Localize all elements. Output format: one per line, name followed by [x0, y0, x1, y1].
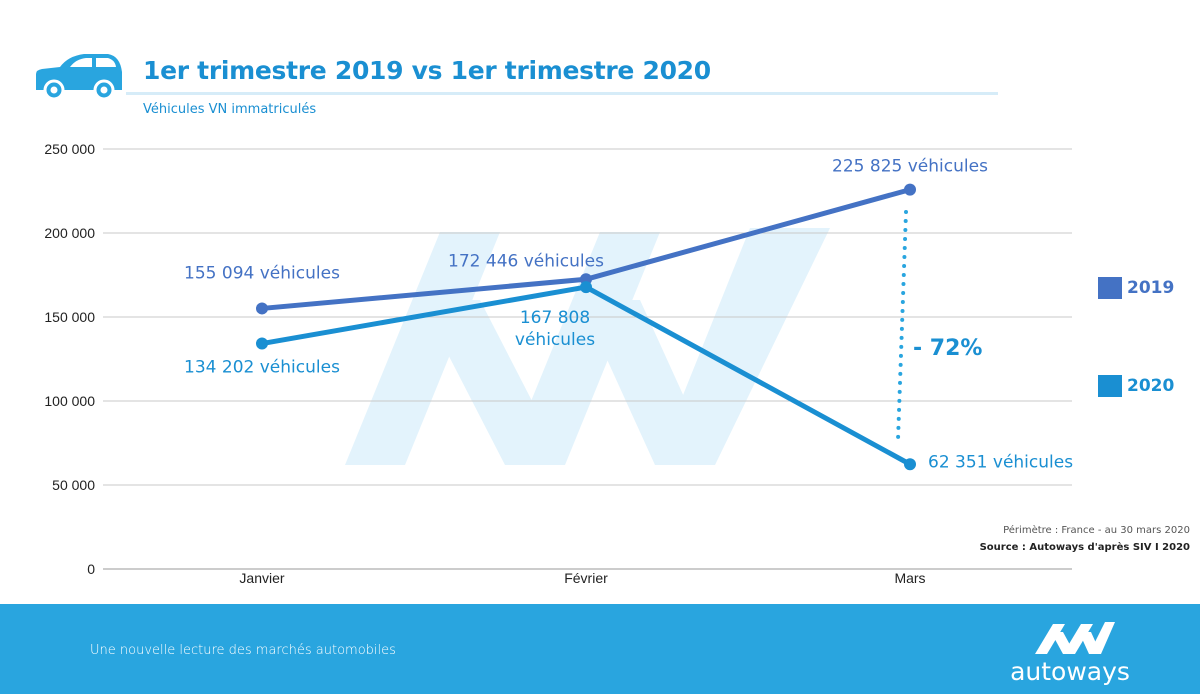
x-axis: Janvier Février Mars	[239, 570, 925, 586]
y-axis: 0 50 000 100 000 150 000 200 000 250 000	[44, 141, 95, 577]
data-point-2019	[904, 183, 916, 196]
legend-swatch-2020	[1098, 375, 1122, 397]
footer: Une nouvelle lecture des marchés automob…	[0, 604, 1200, 694]
data-label-2019: 155 094 véhicules	[184, 263, 340, 283]
chart-watermark	[345, 228, 830, 465]
legend-label-2019: 2019	[1127, 278, 1175, 298]
legend-item-2019: 2019	[1098, 276, 1174, 300]
data-point-2020	[580, 281, 592, 294]
x-tick-label: Mars	[894, 570, 925, 586]
y-tick-label: 150 000	[44, 309, 95, 325]
autoways-logo: autoways	[1005, 618, 1135, 688]
header: 1er trimestre 2019 vs 1er trimestre 2020…	[0, 0, 1200, 130]
data-point-2020	[904, 458, 916, 471]
data-point-2020	[256, 337, 268, 350]
car-icon	[36, 54, 122, 101]
data-labels: 155 094 véhicules 172 446 véhicules 225 82…	[184, 157, 1073, 473]
data-label-2019: 225 825 véhicules	[832, 157, 988, 177]
page-subtitle: Véhicules VN immatriculés	[143, 102, 317, 117]
autoways-logo-text: autoways	[1010, 657, 1130, 686]
data-label-2020: véhicules	[515, 330, 595, 350]
annotation-label: - 72%	[913, 336, 982, 361]
y-tick-label: 200 000	[44, 225, 95, 241]
data-label-2020: 134 202 véhicules	[184, 358, 340, 378]
data-label-2020: 62 351 véhicules	[928, 452, 1073, 472]
y-tick-label: 100 000	[44, 393, 95, 409]
y-tick-label: 50 000	[52, 477, 95, 493]
y-tick-label: 0	[87, 561, 95, 577]
annotation-dotted-line	[896, 210, 908, 442]
data-label-2020: 167 808	[520, 308, 590, 328]
x-tick-label: Février	[564, 570, 608, 586]
grid	[103, 148, 1072, 570]
source-note: Source : Autoways d'après SIV I 2020	[979, 542, 1190, 553]
line-chart: 0 50 000 100 000 150 000 200 000 250 000 Janv…	[44, 141, 1073, 586]
annotation: - 72%	[896, 210, 982, 442]
autoways-logo-icon	[1035, 622, 1115, 654]
legend-swatch-2019	[1098, 277, 1122, 299]
data-point-2019	[256, 302, 268, 315]
title-divider	[126, 92, 998, 95]
x-tick-label: Janvier	[239, 570, 284, 586]
footer-tagline: Une nouvelle lecture des marchés automob…	[90, 643, 396, 658]
series	[256, 183, 916, 471]
perimeter-note: Périmètre : France - au 30 mars 2020	[1003, 525, 1190, 536]
data-label-2019: 172 446 véhicules	[448, 251, 604, 271]
legend-item-2020: 2020	[1098, 374, 1174, 398]
legend-label-2020: 2020	[1127, 376, 1175, 396]
page-title: 1er trimestre 2019 vs 1er trimestre 2020	[143, 56, 711, 85]
y-tick-label: 250 000	[44, 141, 95, 157]
